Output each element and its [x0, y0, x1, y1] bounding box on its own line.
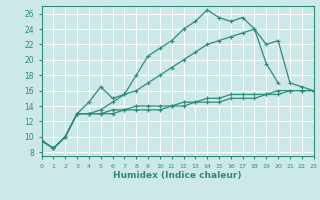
X-axis label: Humidex (Indice chaleur): Humidex (Indice chaleur) [113, 171, 242, 180]
